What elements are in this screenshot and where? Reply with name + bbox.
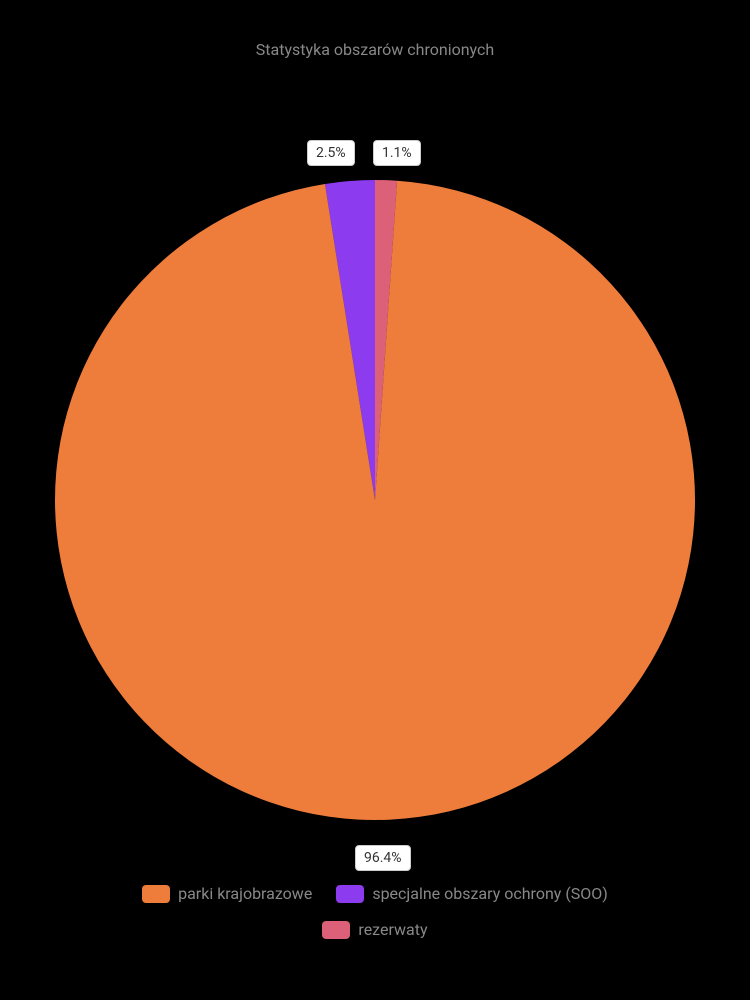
pie-svg — [55, 140, 695, 860]
legend-swatch — [322, 921, 350, 939]
legend-label: rezerwaty — [358, 914, 427, 946]
legend: parki krajobrazowe specjalne obszary ochr… — [0, 878, 750, 950]
chart-title: Statystyka obszarów chronionych — [0, 40, 750, 59]
legend-label: specjalne obszary ochrony (SOO) — [372, 878, 608, 910]
data-label: 1.1% — [373, 140, 421, 166]
legend-label: parki krajobrazowe — [178, 878, 312, 910]
legend-item: parki krajobrazowe — [142, 878, 312, 910]
data-label: 96.4% — [355, 845, 411, 871]
legend-swatch — [336, 885, 364, 903]
legend-item: specjalne obszary ochrony (SOO) — [336, 878, 608, 910]
pie-chart: 96.4%2.5%1.1% — [35, 100, 715, 850]
data-label: 2.5% — [307, 140, 355, 166]
legend-swatch — [142, 885, 170, 903]
legend-item: rezerwaty — [322, 914, 427, 946]
